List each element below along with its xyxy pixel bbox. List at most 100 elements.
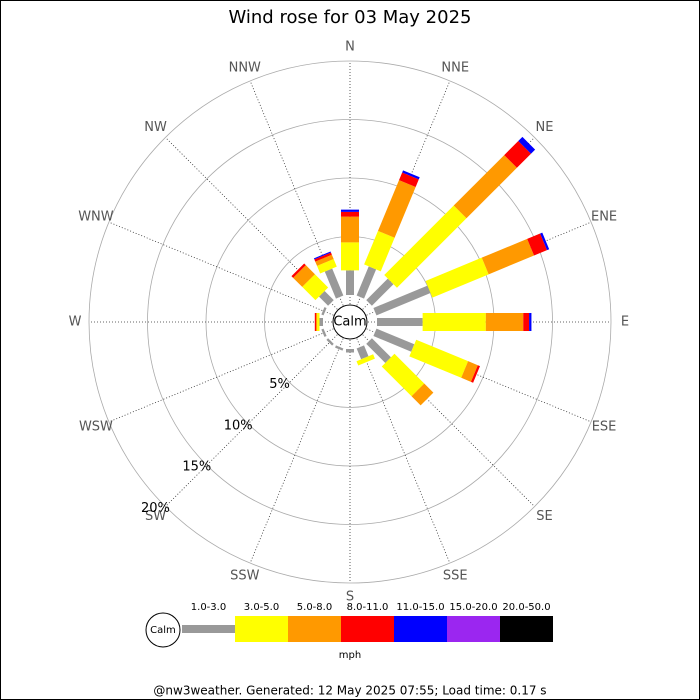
wind-bar-segment <box>411 383 434 406</box>
direction-label: ESE <box>592 420 617 435</box>
grid-ring <box>147 119 553 525</box>
wind-bar-segment <box>399 172 419 188</box>
direction-label: ENE <box>591 209 617 224</box>
wind-bar-segment <box>523 313 530 331</box>
legend-label: 20.0-50.0 <box>502 602 550 613</box>
legend-label: 8.0-11.0 <box>347 602 389 613</box>
wind-bar-segment <box>324 268 344 299</box>
legend-swatch <box>288 616 341 642</box>
wind-bar-segment <box>315 254 334 266</box>
wind-bar-segment <box>518 136 536 154</box>
legend-calm-label: Calm <box>150 625 176 636</box>
direction-spoke <box>108 321 351 423</box>
wind-bar-segment <box>529 313 532 331</box>
wind-bar-segment <box>319 318 323 326</box>
wind-bar-segment <box>425 257 489 298</box>
direction-spoke <box>165 321 351 507</box>
direction-label: NW <box>144 120 167 135</box>
wind-bar-segment <box>341 211 359 217</box>
legend-label: 3.0-5.0 <box>244 602 279 613</box>
chart-title: Wind rose for 03 May 2025 <box>229 7 472 28</box>
wind-bar-segment <box>481 238 535 275</box>
wind-bar-segment <box>422 313 486 331</box>
legend-swatch <box>394 616 447 642</box>
wind-bar-segment <box>314 313 316 331</box>
wind-bar-segment <box>356 345 369 360</box>
wind-bar-segment <box>341 209 359 212</box>
direction-spoke <box>108 221 351 323</box>
direction-label: N <box>345 40 355 55</box>
wind-bar-segment <box>527 233 548 256</box>
direction-spoke <box>249 321 351 564</box>
direction-label: NNE <box>441 60 469 75</box>
direction-label: SW <box>145 509 166 524</box>
wind-bar-segment <box>366 278 394 306</box>
wind-bar-segment <box>381 353 425 397</box>
wind-bar-segment <box>485 313 524 331</box>
wind-bar-segment <box>356 354 375 366</box>
wind-bar-segment <box>366 338 391 363</box>
direction-label: NE <box>535 120 553 135</box>
legend-swatch <box>500 616 553 642</box>
legend-label: 1.0-3.0 <box>191 602 226 613</box>
legend-swatch <box>341 616 394 642</box>
legend-swatch <box>235 616 288 642</box>
wind-bar-segment <box>409 339 469 378</box>
wind-bar-segment <box>293 265 315 287</box>
legend-swatch <box>447 616 500 642</box>
wind-bar-segment <box>377 180 416 238</box>
wind-bar-segment <box>313 251 331 260</box>
calm-circle <box>332 304 368 340</box>
wind-bar-segment <box>341 242 359 271</box>
r-tick-label: 5% <box>269 377 290 392</box>
wind-bar-segment <box>377 318 423 326</box>
wind-bar-segment <box>321 307 327 316</box>
direction-label: WNW <box>78 209 114 224</box>
wind-bar-segment <box>321 328 327 337</box>
legend-label: 5.0-8.0 <box>297 602 332 613</box>
wind-bar-segment <box>335 345 344 351</box>
wind-bar-segment <box>317 313 320 331</box>
r-tick-label: 20% <box>141 501 170 516</box>
wind-bar-segment <box>317 259 337 274</box>
wind-bar-segment <box>402 170 420 180</box>
wind-bar-segment <box>540 232 550 251</box>
r-tick-label: 10% <box>224 418 253 433</box>
wind-bar-segment <box>384 205 467 288</box>
wind-bar-segment <box>291 263 306 278</box>
calm-label: Calm <box>333 315 366 330</box>
wind-bar-segment <box>373 328 415 352</box>
wind-bar-segment <box>346 270 354 295</box>
r-tick-label: 15% <box>182 460 211 475</box>
unit-label: mph <box>339 650 361 661</box>
legend-label: 15.0-20.0 <box>449 602 497 613</box>
footer: @nw3weather. Generated: 12 May 2025 07:5… <box>153 684 546 698</box>
direction-label: E <box>621 315 629 330</box>
wind-bar-segment <box>326 338 334 346</box>
wind-bar-segment <box>504 141 531 168</box>
wind-bar-segment <box>302 274 329 301</box>
grid-ring <box>88 60 612 584</box>
wind-bar-segment <box>314 252 332 262</box>
wind-bar-segment <box>461 361 478 382</box>
legend-swatch <box>182 625 235 633</box>
direction-label: SSW <box>230 569 260 584</box>
direction-label: SSE <box>443 569 468 584</box>
direction-label: S <box>346 590 354 605</box>
legend-label: 11.0-15.0 <box>396 602 444 613</box>
wind-bar-segment <box>318 290 334 306</box>
wind-bar-segment <box>470 365 480 383</box>
wind-bar-segment <box>453 155 517 219</box>
direction-label: W <box>69 315 82 330</box>
wind-bar-segment <box>341 216 359 243</box>
direction-label: NNW <box>229 60 261 75</box>
direction-label: WSW <box>79 420 113 435</box>
wind-bar-segment <box>346 349 354 353</box>
wind-bar-segment <box>373 285 431 316</box>
legend-calm <box>145 612 181 648</box>
wind-bar-segment <box>356 266 377 299</box>
direction-label: SE <box>536 509 552 524</box>
wind-bar-segment <box>315 313 318 331</box>
wind-bar-segment <box>364 230 395 272</box>
